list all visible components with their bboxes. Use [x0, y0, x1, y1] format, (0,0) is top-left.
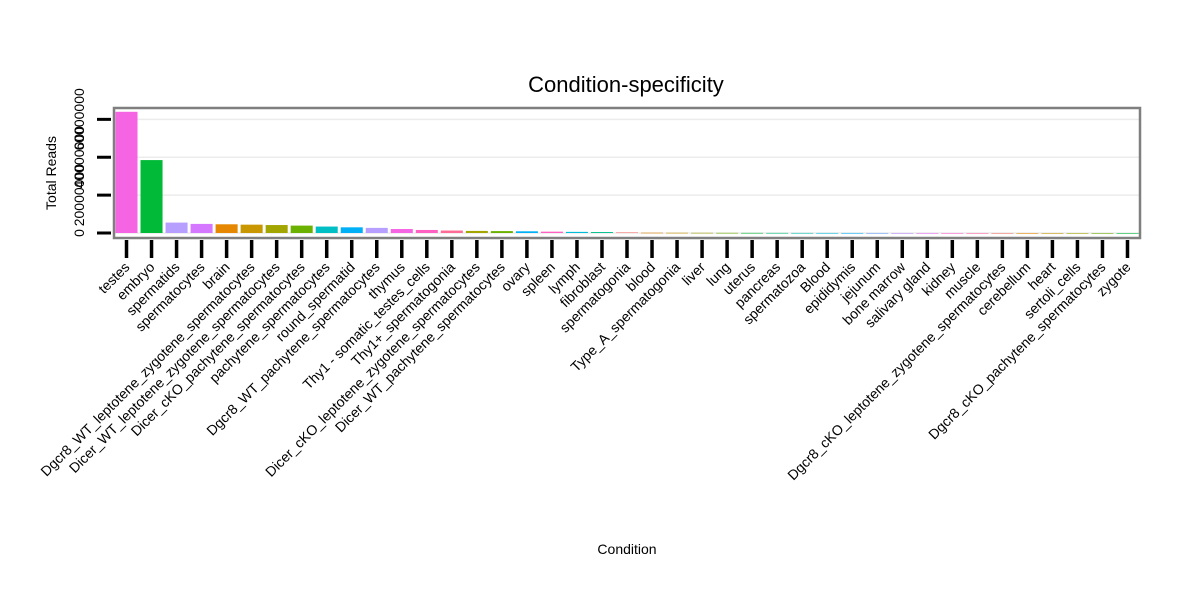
bar: [165, 222, 188, 233]
bar: [791, 232, 814, 234]
x-axis: testesembryospermatidsspermatocytesbrain…: [37, 240, 1134, 483]
bar: [1091, 232, 1114, 234]
bar: [190, 223, 213, 233]
bar: [490, 231, 513, 233]
bar: [415, 229, 438, 233]
bar: [315, 226, 338, 233]
bar: [1066, 232, 1089, 234]
bar: [841, 232, 864, 234]
chart-title: Condition-specificity: [528, 72, 724, 97]
bar: [390, 229, 413, 233]
bar: [866, 232, 889, 234]
plot-panel-border: [112, 106, 1142, 240]
bar: [540, 231, 563, 233]
bar: [590, 232, 613, 233]
bar: [465, 230, 488, 233]
bar: [215, 224, 238, 233]
bar: [916, 232, 939, 234]
y-axis-title: Total Reads: [43, 136, 59, 210]
x-axis-title: Condition: [597, 541, 656, 557]
bar: [666, 232, 689, 234]
y-tick-label: 20000000: [71, 164, 87, 227]
bar: [565, 231, 588, 233]
bar: [741, 232, 764, 234]
bar: [440, 230, 463, 233]
bar: [515, 231, 538, 233]
bar: [691, 232, 714, 234]
x-tick-label: liver: [679, 259, 709, 289]
bar: [340, 227, 363, 233]
bar: [240, 224, 263, 233]
bar: [766, 232, 789, 234]
bar: [615, 232, 639, 234]
bar: [716, 232, 739, 234]
y-tick-label: 60000000: [71, 88, 87, 151]
bar: [816, 232, 839, 234]
y-tick-label: 0: [71, 229, 87, 237]
bar: [290, 225, 313, 233]
bar: [265, 225, 288, 233]
bar: [1016, 232, 1039, 234]
bar: [115, 111, 138, 233]
bar: [1116, 232, 1139, 234]
y-tick-label: 40000000: [71, 126, 87, 189]
bar: [891, 232, 914, 234]
bar: [365, 227, 388, 233]
bar: [941, 232, 964, 234]
bar: [966, 232, 989, 234]
bar: [140, 160, 163, 233]
bars: [115, 111, 1139, 234]
bar: [991, 232, 1014, 234]
bar: [1041, 232, 1064, 234]
grid-lines: [114, 118, 1140, 234]
bar: [641, 232, 664, 234]
